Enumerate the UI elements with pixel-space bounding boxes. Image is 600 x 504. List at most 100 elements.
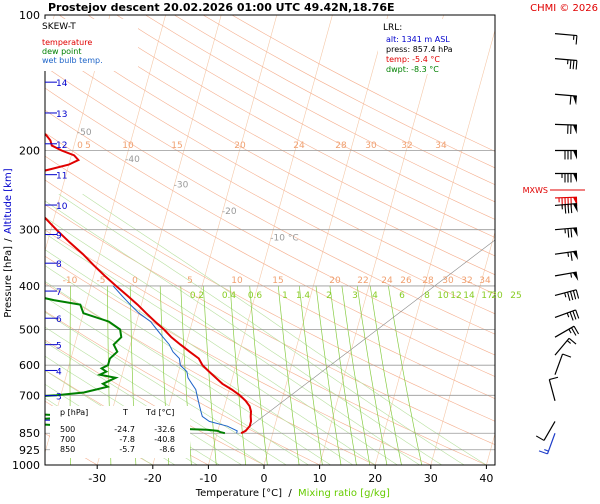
wind-barb-half-feather xyxy=(569,329,571,333)
isotherm-label: -40 xyxy=(125,155,140,165)
wind-barb-feather xyxy=(571,204,572,213)
wind-barb xyxy=(555,251,578,261)
wind-barb-feather xyxy=(573,291,575,300)
theta-label: 24 xyxy=(293,141,305,151)
pressure-tick-label: 600 xyxy=(19,359,40,372)
theta-label: 0 xyxy=(77,141,83,151)
wind-barb xyxy=(555,150,577,159)
mixing-ratio-label: 1.4 xyxy=(296,291,311,301)
pressure-tick-label: 300 xyxy=(19,224,40,237)
x-tick-label: 40 xyxy=(479,472,493,485)
theta-label: 26 xyxy=(400,276,412,286)
mixing-ratio-label: 8 xyxy=(424,291,430,301)
table-row-700-p: 700 xyxy=(60,435,75,444)
table-header-t: T xyxy=(122,408,128,417)
mixing-ratio-label: 14 xyxy=(463,291,475,301)
table-row-500-p: 500 xyxy=(60,425,75,434)
isotherm-line xyxy=(486,15,600,465)
wind-barb-staff xyxy=(555,272,577,276)
pressure-tick-label: 500 xyxy=(19,324,40,337)
wind-barb-staff xyxy=(555,59,577,61)
x-tick-label: 20 xyxy=(368,472,382,485)
theta-label: 30 xyxy=(365,141,377,151)
wind-barb xyxy=(555,310,579,321)
theta-label: 34 xyxy=(479,276,491,286)
wind-barb-staff xyxy=(555,310,576,318)
y-axis-title-sep: / xyxy=(3,238,14,242)
wind-barb-feather xyxy=(576,310,579,318)
pressure-tick-label: 1000 xyxy=(12,459,40,472)
wind-barb-flag xyxy=(573,272,579,281)
theta-label: -10 xyxy=(63,276,78,286)
pressure-tick-label: 700 xyxy=(19,389,40,402)
legend-heading: SKEW-T xyxy=(42,22,76,32)
isotherm-label: -60 xyxy=(30,97,45,107)
isotherm-label: -10 °C xyxy=(270,233,298,243)
wind-barb-feather xyxy=(563,354,571,357)
wind-barb xyxy=(536,421,555,440)
wind-barb xyxy=(555,326,579,337)
dry-adiabat xyxy=(146,15,600,465)
wind-barb xyxy=(555,34,577,45)
wind-barb xyxy=(555,272,578,281)
wind-barb-feather xyxy=(570,291,572,300)
wind-barb xyxy=(555,94,577,105)
mixing-ratio-line xyxy=(388,286,421,465)
legend-dewpoint: dew point xyxy=(42,47,82,56)
wind-barb xyxy=(555,59,577,70)
altitude-tick-label: 3 xyxy=(56,393,62,403)
copyright: CHMI © 2026 xyxy=(530,3,598,14)
wind-barb-feather xyxy=(570,312,573,320)
wind-barb-half-feather xyxy=(567,341,570,344)
altitude-tick-label: 8 xyxy=(56,260,62,270)
theta-label: 30 xyxy=(442,276,454,286)
wind-barb xyxy=(555,228,578,238)
wind-barb-feather xyxy=(570,60,571,69)
wind-barb-feather xyxy=(576,61,577,70)
x-tick-label: -20 xyxy=(144,472,162,485)
mxws-label: MXWS xyxy=(523,186,548,195)
theta-label: 32 xyxy=(401,141,412,151)
altitude-tick-label: 7 xyxy=(56,288,62,298)
mixing-ratio-label: 1 xyxy=(282,291,288,301)
pressure-tick-label: 850 xyxy=(19,427,40,440)
lrl-box: LRL: alt: 1341 m ASL press: 857.4 hPa te… xyxy=(378,19,460,74)
x-tick-label: 10 xyxy=(313,472,327,485)
isotherm-label: -50 xyxy=(77,128,92,138)
wind-barb xyxy=(555,124,577,134)
wind-barb-flag xyxy=(573,125,577,134)
isotherm-label: -30 xyxy=(174,181,189,191)
wind-barbs xyxy=(536,34,585,454)
theta-label: 24 xyxy=(381,276,393,286)
mixing-ratio-label: 6 xyxy=(399,291,405,301)
altitude-tick-label: 14 xyxy=(56,79,68,89)
mixing-ratio-label: 12 xyxy=(450,291,461,301)
lrl-temp: temp: -5.4 °C xyxy=(386,55,440,64)
wind-barb-flag xyxy=(573,228,578,237)
wind-barb-flag xyxy=(573,150,577,159)
x-axis-title: Temperature [°C] / Mixing ratio [g/kg] xyxy=(195,488,390,499)
mixing-ratio-label: 20 xyxy=(491,291,503,301)
wind-barb-staff xyxy=(555,34,577,36)
x-axis-title-mix: Mixing ratio [g/kg] xyxy=(298,488,390,499)
altitude-tick-label: 12 xyxy=(56,141,67,151)
wind-barb-flag xyxy=(573,173,577,182)
mixing-ratio-line xyxy=(250,286,268,465)
theta-label: -5 xyxy=(97,276,106,286)
table-row-700-td: -40.8 xyxy=(154,435,175,444)
mixing-ratio-label: 2 xyxy=(326,291,332,301)
wind-barb-feather xyxy=(573,60,574,69)
dry-adiabat xyxy=(174,15,600,465)
wind-barb-half-feather xyxy=(544,450,548,452)
isotherm-line xyxy=(542,15,600,465)
isotherm-line xyxy=(375,15,499,465)
wind-barb-flag xyxy=(573,251,578,260)
wind-barb-feather xyxy=(570,96,571,105)
altitude-tick-label: 10 xyxy=(56,202,68,212)
theta-label: 10 xyxy=(231,276,243,286)
legend: SKEW-T temperature dew point wet bulb te… xyxy=(38,19,138,71)
dry-adiabat xyxy=(203,15,600,465)
x-tick-label: -30 xyxy=(88,472,106,485)
wind-barb-feather xyxy=(549,377,558,379)
